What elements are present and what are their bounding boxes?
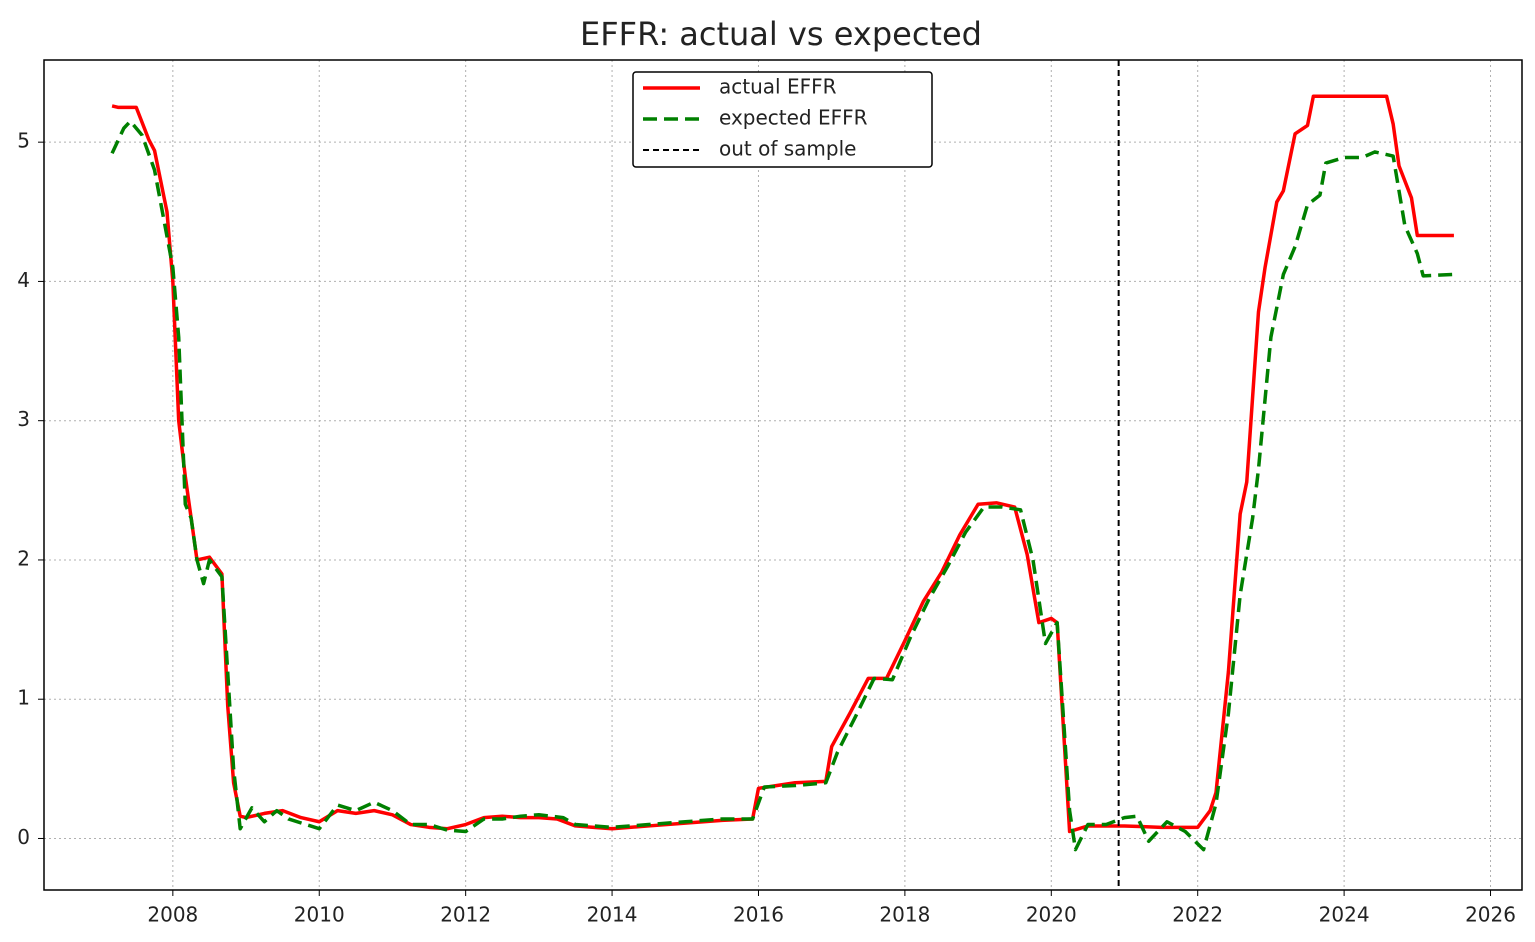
x-tick-label: 2024 [1319,903,1370,927]
x-tick-label: 2026 [1465,903,1516,927]
legend-label: out of sample [719,137,856,161]
chart-title: EFFR: actual vs expected [580,15,982,53]
legend-box [632,71,933,168]
x-tick-label: 2022 [1172,903,1223,927]
data-line [110,119,1454,852]
x-tick-label: 2018 [879,903,930,927]
x-tick-label: 2010 [294,903,345,927]
y-tick-label: 0 [17,825,30,849]
x-tick-label: 2016 [733,903,784,927]
y-tick-label: 2 [17,546,30,570]
x-tick-label: 2014 [587,903,638,927]
legend-label: expected EFFR [719,106,868,130]
y-tick-label: 5 [17,129,30,153]
plot-frame [43,59,1523,891]
data-line [111,94,1454,834]
x-tick-label: 2008 [147,903,198,927]
y-tick-label: 1 [17,686,30,710]
y-tick-label: 4 [17,268,30,292]
x-tick-label: 2020 [1026,903,1077,927]
y-tick-label: 3 [17,407,30,431]
x-tick-label: 2012 [440,903,491,927]
legend-label: actual EFFR [719,75,837,99]
